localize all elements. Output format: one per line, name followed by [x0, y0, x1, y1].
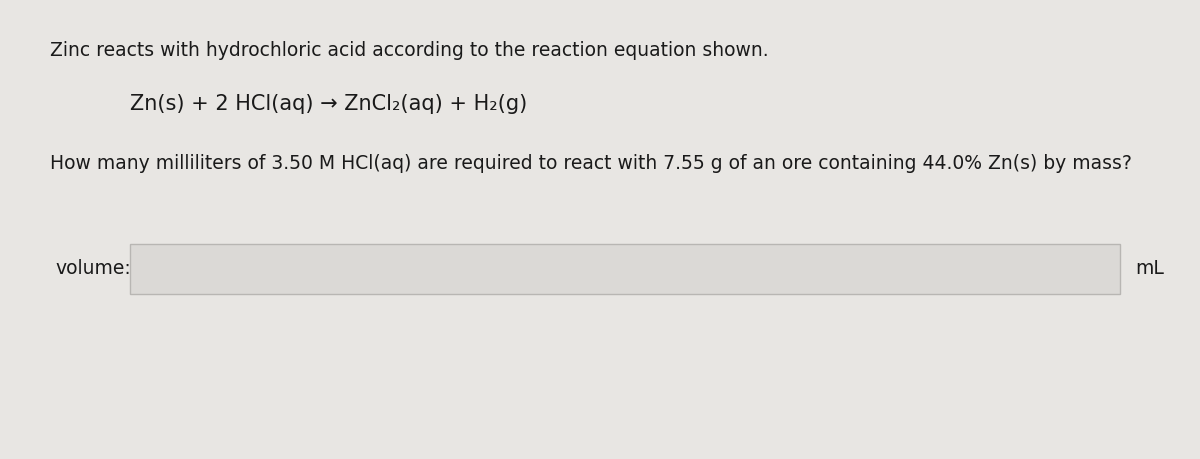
Text: mL: mL — [1135, 259, 1164, 279]
Text: How many milliliters of 3.50 M HCl(aq) are required to react with 7.55 g of an o: How many milliliters of 3.50 M HCl(aq) a… — [50, 154, 1132, 173]
Text: Zinc reacts with hydrochloric acid according to the reaction equation shown.: Zinc reacts with hydrochloric acid accor… — [50, 41, 769, 60]
FancyBboxPatch shape — [1170, 0, 1200, 459]
FancyBboxPatch shape — [130, 244, 1120, 294]
FancyBboxPatch shape — [0, 0, 30, 459]
Text: Zn(s) + 2 HCl(aq) → ZnCl₂(aq) + H₂(g): Zn(s) + 2 HCl(aq) → ZnCl₂(aq) + H₂(g) — [130, 94, 527, 114]
Text: volume:: volume: — [55, 259, 131, 279]
